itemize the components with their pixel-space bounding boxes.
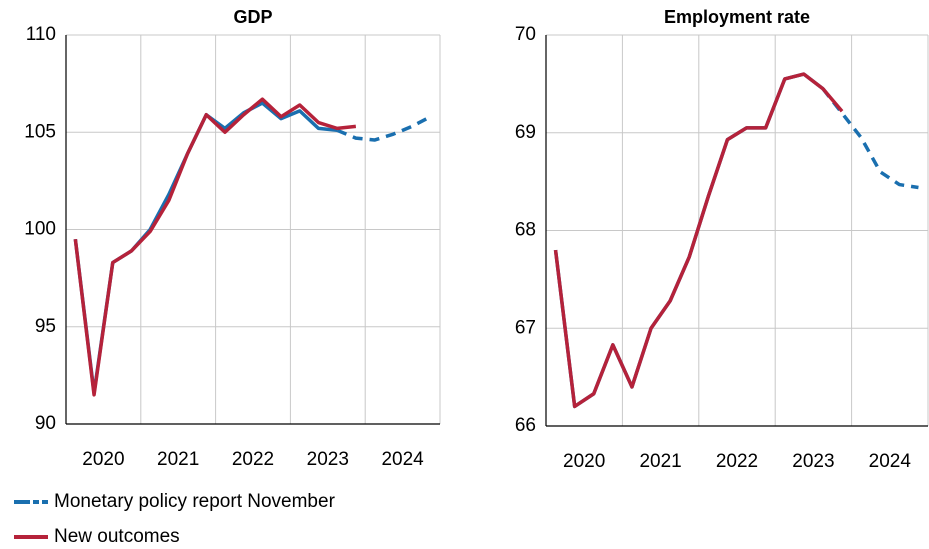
x-tick-label: 2022: [232, 449, 274, 470]
chart-title: Employment rate: [664, 7, 810, 27]
y-tick-label: 105: [24, 121, 56, 142]
y-tick-label: 95: [35, 316, 56, 337]
x-tick-label: 2023: [307, 449, 349, 470]
series-line: [553, 72, 825, 409]
y-tick-label: 69: [515, 122, 536, 143]
legend-label: New outcomes: [54, 526, 180, 547]
series-line: [73, 101, 338, 395]
y-tick-label: 67: [515, 317, 536, 338]
y-tick-label: 70: [515, 24, 536, 45]
x-tick-label: 2024: [869, 451, 912, 472]
y-tick-label: 66: [515, 415, 536, 436]
x-tick-label: 2021: [639, 451, 681, 472]
chart-title: GDP: [233, 7, 272, 27]
y-tick-label: 90: [35, 413, 56, 434]
y-tick-label: 110: [26, 24, 56, 45]
series-line: [553, 72, 844, 409]
legend-label: Monetary policy report November: [54, 491, 336, 512]
y-tick-label: 100: [24, 219, 56, 240]
x-tick-label: 2024: [381, 449, 424, 470]
series-line: [73, 97, 357, 397]
x-tick-label: 2021: [157, 449, 199, 470]
x-tick-label: 2020: [563, 451, 605, 472]
y-tick-label: 68: [515, 220, 536, 241]
x-tick-label: 2023: [792, 451, 834, 472]
x-tick-label: 2022: [716, 451, 758, 472]
x-tick-label: 2020: [82, 449, 124, 470]
